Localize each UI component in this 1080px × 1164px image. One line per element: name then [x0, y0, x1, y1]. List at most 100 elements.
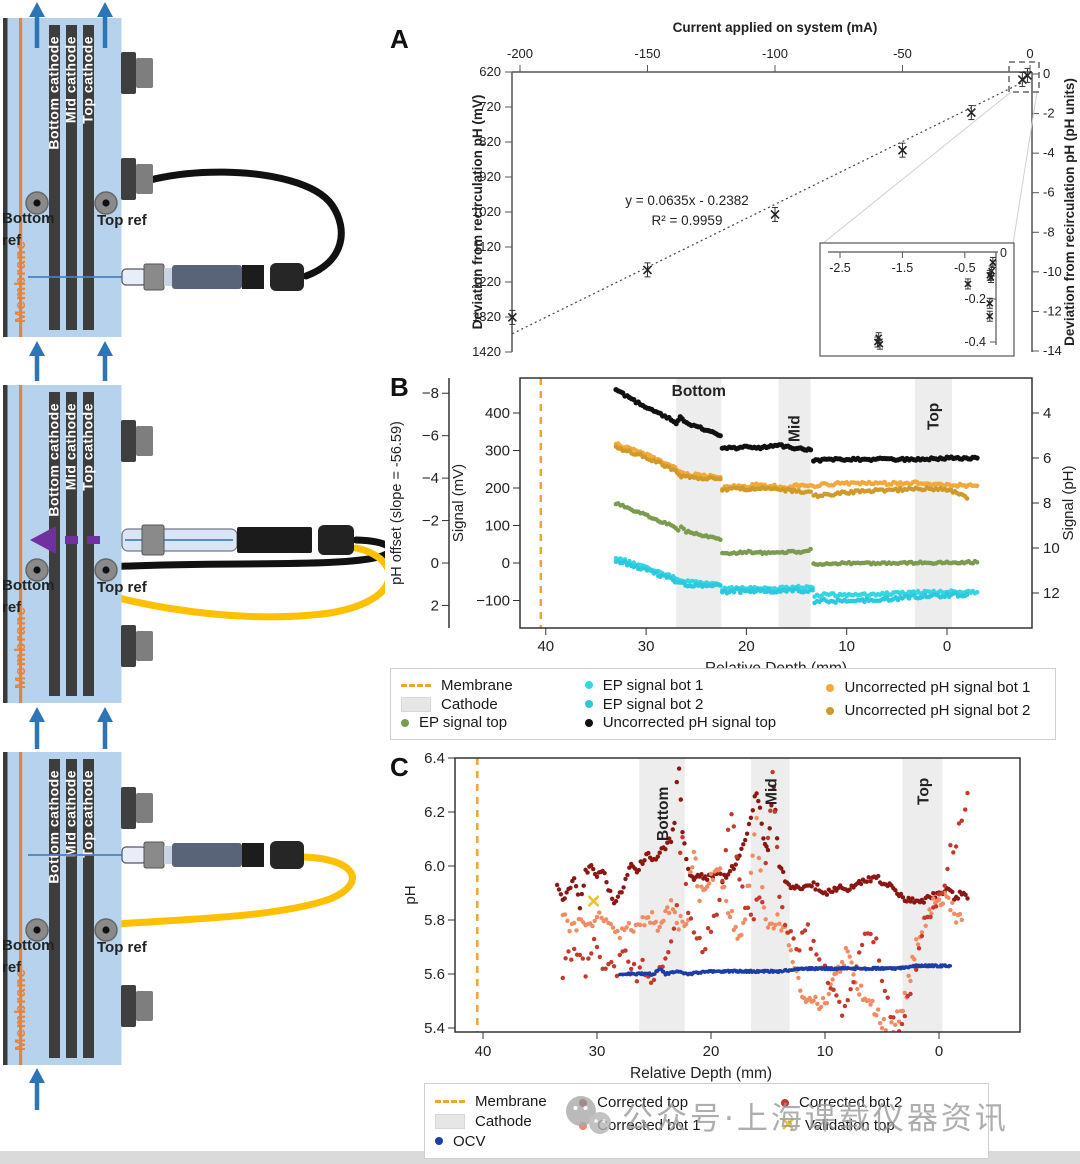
svg-text:720: 720	[479, 99, 501, 114]
probe-glass-tip	[121, 846, 147, 864]
cell-diagram-1: Membrane Bottom cathode Mid cathode Top cat…	[2, 18, 345, 337]
legend-item-label: Corrected bot 1	[597, 1117, 701, 1134]
cathode-label: Mid cathode	[63, 770, 79, 857]
svg-text:0: 0	[1026, 46, 1033, 61]
panel-a-data-points	[507, 67, 1033, 325]
probe-connector-end	[270, 841, 304, 869]
svg-text:100: 100	[485, 518, 510, 535]
svg-text:0: 0	[502, 555, 510, 572]
flow-arrow	[97, 2, 113, 17]
svg-text:30: 30	[638, 638, 655, 655]
cell-left-wall	[3, 18, 8, 337]
probe-glass-tip	[121, 268, 147, 286]
svg-text:-8: -8	[1043, 224, 1055, 239]
legend-item: OCV	[435, 1131, 579, 1151]
legend-dot-marker	[584, 718, 593, 727]
probe-body	[172, 843, 242, 867]
bottom-ref-label: ref	[2, 959, 22, 976]
panel-b-offset-axis-title: pH offset (slope = -56.59)	[389, 421, 405, 585]
legend-item-label: OCV	[453, 1132, 486, 1150]
svg-text:−2: −2	[422, 513, 439, 530]
membrane-label: Membrane	[12, 606, 29, 689]
svg-text:-14: -14	[1043, 343, 1062, 358]
panel-a-axes: Current applied on system (mA)-200 -150 -1…	[470, 20, 1077, 359]
band-label: Top	[925, 403, 942, 430]
svg-text:-50: -50	[893, 46, 912, 61]
fit-equation: y = 0.0635x - 0.2382	[625, 193, 748, 208]
svg-text:400: 400	[485, 405, 510, 422]
svg-text:10: 10	[817, 1043, 834, 1060]
connector-plug	[121, 985, 136, 1027]
svg-text:300: 300	[485, 443, 510, 460]
svg-text:10: 10	[1043, 540, 1060, 557]
legend-item-label: Uncorrected pH signal bot 2	[844, 702, 1031, 719]
legend-dot-marker	[401, 718, 409, 727]
cell-diagram-2: Membrane Bottom cathode Mid cathode Top cat…	[2, 385, 385, 703]
panel-c-chart: 40 30 20 10 0 Relative Depth (mm) 6.4 6.2 6.0 5.8…	[402, 750, 1021, 1082]
bottom-ref-label: Bottom	[2, 577, 55, 594]
panel-a-chart: Current applied on system (mA)-200 -150 -1…	[470, 20, 1077, 359]
svg-text:0: 0	[431, 555, 439, 572]
connector-cap	[136, 991, 153, 1021]
panel-b-legend: Membrane Cathode EP signal top EP signal bo…	[390, 668, 1056, 740]
svg-text:-12: -12	[1043, 303, 1062, 318]
svg-text:-100: -100	[762, 46, 788, 61]
series-ep-signal-top	[613, 501, 980, 567]
svg-text:620: 620	[479, 64, 501, 79]
connector-plug	[121, 420, 136, 462]
svg-text:-200: -200	[507, 46, 533, 61]
bottom-ref-label: Bottom	[2, 937, 55, 954]
panel-b-label: B	[390, 372, 409, 402]
svg-text:-4: -4	[1043, 145, 1055, 160]
fit-r-squared: R² = 0.9959	[652, 213, 723, 228]
panel-c-legend: Membrane Cathode OCV Corrected top Corrected…	[424, 1083, 989, 1159]
membrane-line	[19, 385, 23, 703]
probe-body	[172, 265, 242, 289]
cathode-bar	[66, 25, 77, 330]
svg-text:0: 0	[943, 638, 951, 655]
band-label: Mid	[787, 415, 804, 442]
series-corrected-top	[554, 766, 970, 911]
svg-text:-6: -6	[1043, 185, 1055, 200]
legend-band-marker	[401, 696, 431, 712]
connector-plug	[121, 52, 136, 94]
panel-a-inset-points	[873, 256, 997, 350]
top-ref-label: Top ref	[97, 212, 148, 229]
flow-arrow	[29, 1068, 45, 1083]
svg-text:8: 8	[1043, 495, 1051, 512]
legend-dot-marker	[579, 1121, 588, 1130]
flow-arrow	[97, 707, 113, 722]
legend-dash-marker	[401, 683, 431, 687]
cathode-band	[639, 758, 685, 1032]
legend-dot-marker	[579, 1098, 588, 1107]
svg-text:−100: −100	[476, 593, 510, 610]
connector-cap	[136, 426, 153, 456]
series-uncorrected-ph-signal-bot-2	[613, 444, 970, 501]
cathode-band	[676, 378, 722, 628]
legend-item: Cathode	[401, 695, 585, 714]
svg-text:6: 6	[1043, 450, 1051, 467]
cathode-bar	[49, 25, 60, 330]
cathode-bar	[66, 759, 77, 1058]
probe-collar	[143, 841, 165, 869]
svg-text:5.4: 5.4	[424, 1020, 445, 1037]
legend-dot-marker	[826, 683, 835, 692]
cathode-bar	[83, 759, 94, 1058]
panel-a-inset: -2.5 -1.5 -0.5 0 -0.2 -0.4	[819, 242, 1015, 357]
svg-text:5.6: 5.6	[424, 966, 445, 983]
flow-arrows	[29, 2, 113, 1110]
cell-body	[7, 385, 122, 703]
legend-item: Membrane	[401, 676, 585, 695]
connector-cap	[136, 793, 153, 823]
panel-a-equation: y = 0.0635x - 0.2382 R² = 0.9959	[625, 193, 748, 228]
legend-item-label: Membrane	[441, 676, 513, 694]
top-ref-label: Top ref	[97, 939, 148, 956]
probe-collar	[143, 263, 165, 291]
legend-item-label: Membrane	[475, 1092, 547, 1110]
legend-item: Corrected bot 2	[780, 1091, 978, 1114]
legend-item: Corrected top	[579, 1091, 781, 1114]
legend-item: EP signal top	[401, 713, 585, 732]
legend-dot-marker	[780, 1098, 789, 1107]
